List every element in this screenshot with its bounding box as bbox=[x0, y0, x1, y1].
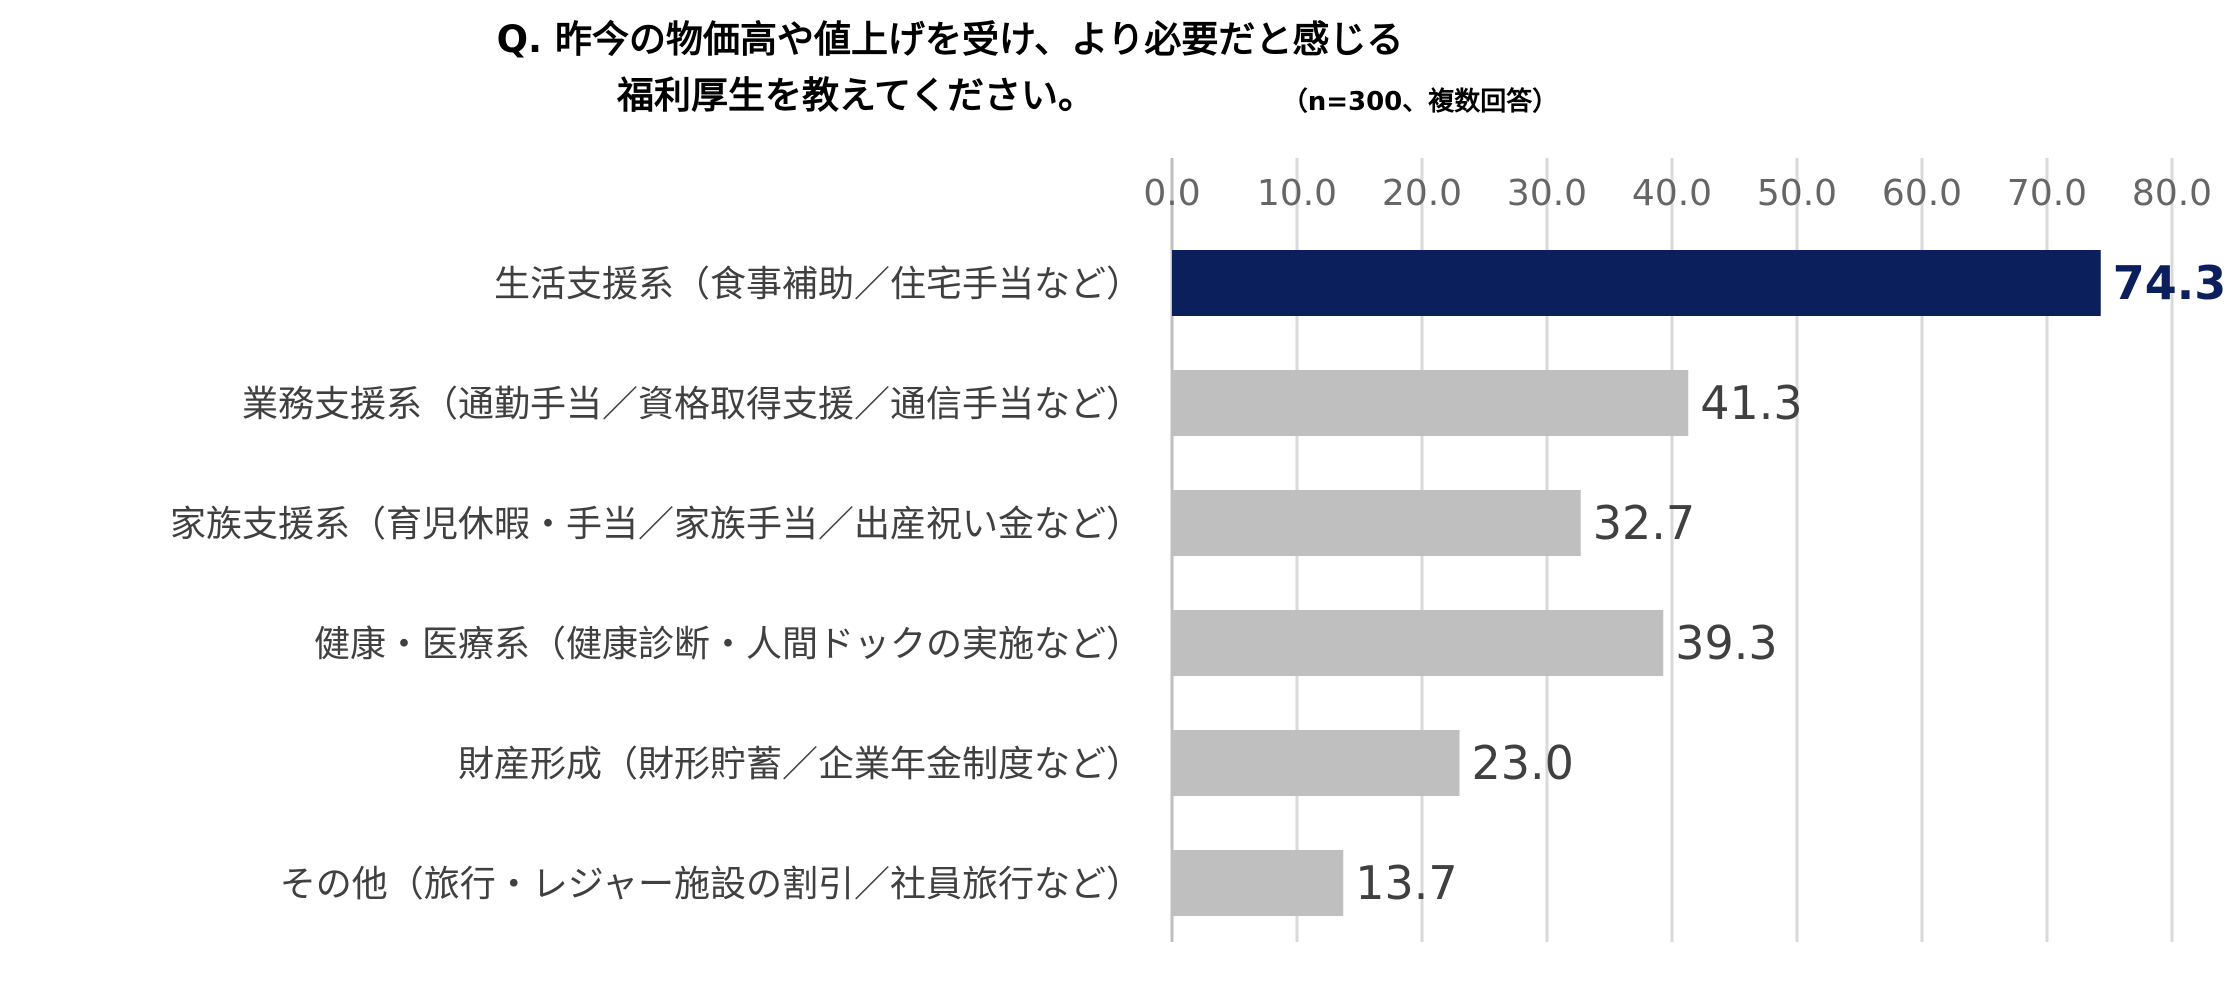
bar bbox=[1172, 730, 1460, 796]
x-tick-label: 40.0 bbox=[1632, 173, 1712, 214]
x-tick-label: 0.0 bbox=[1143, 173, 1200, 214]
data-label: 74.3 bbox=[2113, 256, 2227, 310]
bar bbox=[1172, 850, 1344, 916]
bar bbox=[1172, 490, 1581, 556]
x-tick-label: 10.0 bbox=[1257, 173, 1337, 214]
sample-note: （n=300、複数回答） bbox=[1282, 86, 1559, 117]
x-tick-label: 20.0 bbox=[1382, 173, 1462, 214]
category-label: 財産形成（財形貯蓄／企業年金制度など） bbox=[458, 744, 1142, 785]
bar bbox=[1172, 370, 1689, 436]
chart-title-line2: 福利厚生を教えてください。 bbox=[616, 74, 1095, 117]
bar bbox=[1172, 610, 1664, 676]
chart-title-line1: Q. 昨今の物価高や値上げを受け、より必要だと感じる bbox=[497, 18, 1404, 61]
x-tick-label: 70.0 bbox=[2007, 173, 2087, 214]
category-label: 生活支援系（食事補助／住宅手当など） bbox=[494, 264, 1142, 305]
category-label: 健康・医療系（健康診断・人間ドックの実施など） bbox=[314, 624, 1142, 665]
data-label: 39.3 bbox=[1675, 616, 1777, 670]
x-tick-label: 30.0 bbox=[1507, 173, 1587, 214]
x-tick-label: 60.0 bbox=[1882, 173, 1962, 214]
x-axis-ticks: 0.0 10.0 20.0 30.0 40.0 50.0 60.0 70.0 80.0 bbox=[1143, 173, 2212, 214]
data-label: 41.3 bbox=[1700, 376, 1802, 430]
data-labels: 74.3 41.3 32.7 39.3 23.0 13.7 bbox=[1355, 256, 2226, 910]
data-label: 13.7 bbox=[1355, 856, 1457, 910]
category-label: 家族支援系（育児休暇・手当／家族手当／出産祝い金など） bbox=[170, 504, 1142, 545]
data-label: 32.7 bbox=[1593, 496, 1695, 550]
category-label: その他（旅行・レジャー施設の割引／社員旅行など） bbox=[280, 864, 1142, 905]
x-tick-label: 80.0 bbox=[2132, 173, 2212, 214]
x-tick-label: 50.0 bbox=[1757, 173, 1837, 214]
bar bbox=[1172, 250, 2101, 316]
category-labels: 生活支援系（食事補助／住宅手当など） 業務支援系（通勤手当／資格取得支援／通信手当… bbox=[170, 264, 1142, 905]
data-label: 23.0 bbox=[1472, 736, 1574, 790]
category-label: 業務支援系（通勤手当／資格取得支援／通信手当など） bbox=[242, 384, 1142, 425]
bars bbox=[1172, 250, 2101, 916]
